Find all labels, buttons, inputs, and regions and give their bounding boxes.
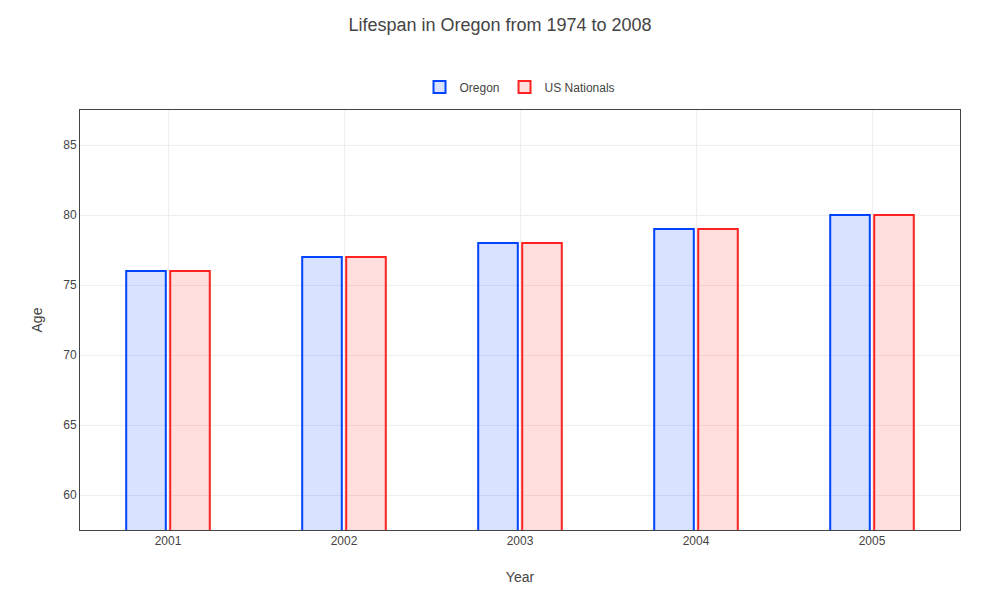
svg-text:2001: 2001 (155, 534, 182, 548)
svg-text:65: 65 (63, 418, 77, 432)
svg-text:2005: 2005 (859, 534, 886, 548)
svg-text:2003: 2003 (507, 534, 534, 548)
svg-text:Oregon: Oregon (460, 81, 500, 95)
svg-text:80: 80 (63, 208, 77, 222)
svg-text:US Nationals: US Nationals (545, 81, 615, 95)
svg-text:Lifespan in Oregon from 1974 t: Lifespan in Oregon from 1974 to 2008 (348, 15, 651, 35)
svg-text:70: 70 (63, 348, 77, 362)
svg-text:2004: 2004 (683, 534, 710, 548)
svg-text:85: 85 (63, 138, 77, 152)
svg-text:75: 75 (63, 278, 77, 292)
svg-text:60: 60 (63, 488, 77, 502)
svg-text:Age: Age (29, 307, 45, 332)
svg-text:Year: Year (506, 569, 535, 585)
svg-text:2002: 2002 (331, 534, 358, 548)
